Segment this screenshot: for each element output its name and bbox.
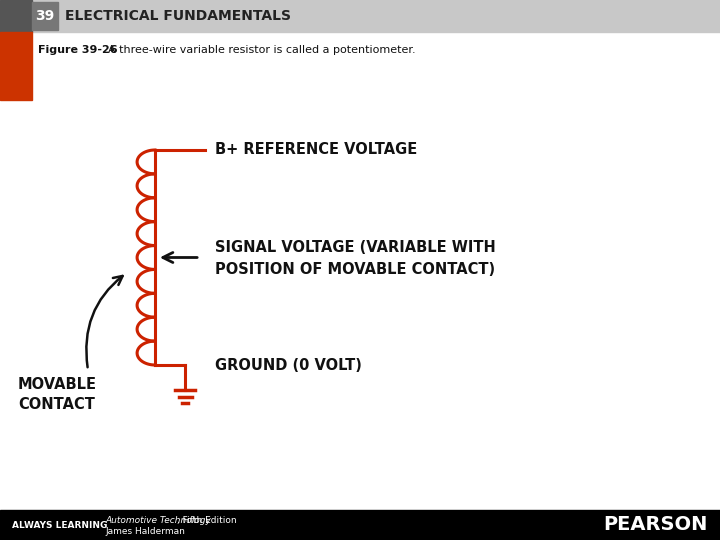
Text: PEARSON: PEARSON	[603, 516, 708, 535]
Text: POSITION OF MOVABLE CONTACT): POSITION OF MOVABLE CONTACT)	[215, 262, 495, 277]
Bar	[32, 2, 58, 30]
Bar	[0, 0, 32, 32]
Text: MOVABLE: MOVABLE	[18, 377, 97, 392]
Text: Automotive Technology: Automotive Technology	[105, 516, 211, 525]
Text: ALWAYS LEARNING: ALWAYS LEARNING	[12, 521, 107, 530]
Text: CONTACT: CONTACT	[18, 397, 95, 412]
Bar	[0, 32, 32, 100]
Text: 39: 39	[35, 9, 55, 23]
Text: ELECTRICAL FUNDAMENTALS: ELECTRICAL FUNDAMENTALS	[65, 9, 291, 23]
Text: GROUND (0 VOLT): GROUND (0 VOLT)	[215, 357, 362, 373]
Text: James Halderman: James Halderman	[105, 527, 185, 536]
Bar	[0, 510, 720, 540]
Text: B+ REFERENCE VOLTAGE: B+ REFERENCE VOLTAGE	[215, 143, 418, 158]
Text: Figure 39-26: Figure 39-26	[38, 45, 117, 55]
Text: SIGNAL VOLTAGE (VARIABLE WITH: SIGNAL VOLTAGE (VARIABLE WITH	[215, 240, 496, 255]
Bar	[0, 0, 720, 32]
Text: A three-wire variable resistor is called a potentiometer.: A three-wire variable resistor is called…	[108, 45, 415, 55]
Text: , Fifth Edition: , Fifth Edition	[177, 516, 237, 525]
